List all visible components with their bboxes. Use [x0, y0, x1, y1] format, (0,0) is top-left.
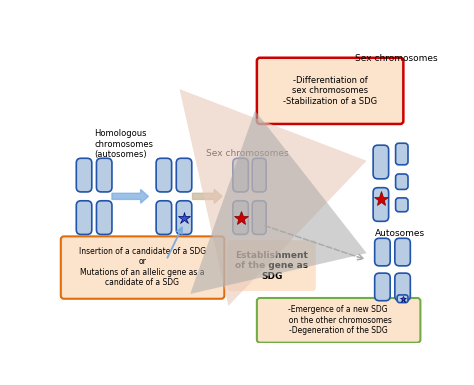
- FancyBboxPatch shape: [156, 158, 172, 192]
- FancyBboxPatch shape: [61, 236, 224, 299]
- Text: Sex chromosomes: Sex chromosomes: [355, 54, 438, 63]
- FancyBboxPatch shape: [373, 145, 389, 179]
- FancyBboxPatch shape: [396, 174, 408, 189]
- Text: Autosomes: Autosomes: [375, 229, 425, 238]
- FancyBboxPatch shape: [396, 198, 408, 212]
- FancyBboxPatch shape: [176, 201, 192, 234]
- FancyBboxPatch shape: [374, 273, 390, 301]
- Polygon shape: [112, 189, 148, 203]
- FancyBboxPatch shape: [156, 201, 172, 234]
- FancyBboxPatch shape: [396, 143, 408, 165]
- Polygon shape: [192, 189, 222, 203]
- FancyBboxPatch shape: [374, 238, 390, 266]
- FancyBboxPatch shape: [397, 295, 408, 303]
- FancyBboxPatch shape: [257, 58, 403, 124]
- FancyBboxPatch shape: [395, 273, 410, 301]
- FancyBboxPatch shape: [96, 158, 112, 192]
- Text: Homologous
chromosomes
(autosomes): Homologous chromosomes (autosomes): [94, 129, 153, 159]
- FancyBboxPatch shape: [176, 158, 192, 192]
- Text: Establishment
of the gene as
SDG: Establishment of the gene as SDG: [235, 251, 308, 281]
- FancyBboxPatch shape: [76, 158, 92, 192]
- Text: Sex chromosomes: Sex chromosomes: [206, 149, 289, 157]
- Text: -Differentiation of
sex chromosomes
-Stabilization of a SDG: -Differentiation of sex chromosomes -Sta…: [283, 76, 378, 106]
- FancyBboxPatch shape: [252, 158, 266, 192]
- Text: Insertion of a candidate of a SDG
or
Mutations of an allelic gene as a
candidate: Insertion of a candidate of a SDG or Mut…: [79, 247, 206, 287]
- FancyBboxPatch shape: [233, 158, 248, 192]
- FancyBboxPatch shape: [252, 201, 266, 234]
- FancyBboxPatch shape: [76, 201, 92, 234]
- FancyBboxPatch shape: [373, 187, 389, 221]
- FancyBboxPatch shape: [257, 298, 420, 343]
- FancyBboxPatch shape: [395, 238, 410, 266]
- FancyBboxPatch shape: [233, 201, 248, 234]
- FancyBboxPatch shape: [96, 201, 112, 234]
- Text: -Emergence of a new SDG
  on the other chromosomes
-Degeneration of the SDG: -Emergence of a new SDG on the other chr…: [284, 305, 392, 335]
- FancyBboxPatch shape: [228, 240, 316, 291]
